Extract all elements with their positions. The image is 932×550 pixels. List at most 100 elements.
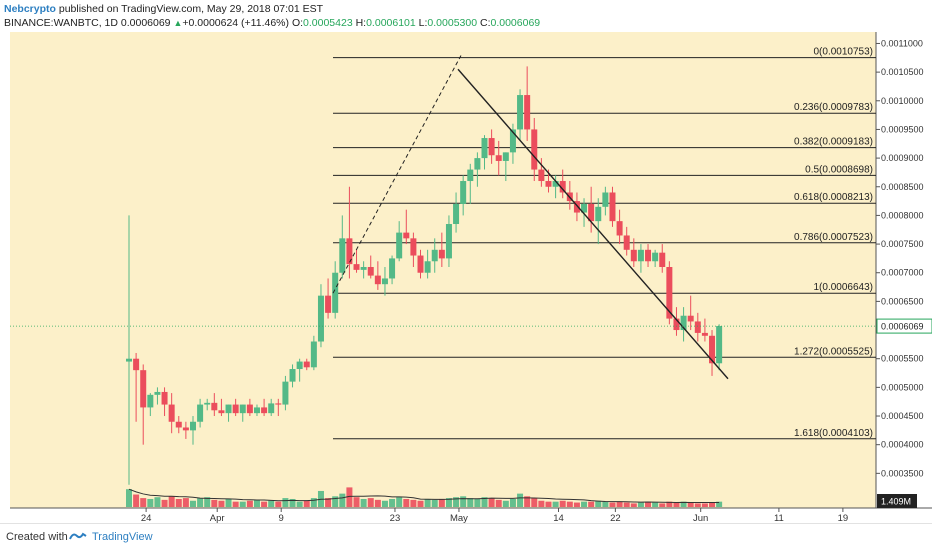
candle-body [197,404,204,422]
price-chart[interactable]: 0.0011000 0.0010500 0.0010000 0.0009500 0.00… [0,0,932,524]
candle-body [573,201,580,213]
candle-body [581,203,588,213]
y-tick-label: 0.0008000 [881,210,924,220]
low-label: L: [418,17,428,29]
price-axis-background [876,32,932,508]
volume-ma-line [128,488,720,504]
candle-body [396,232,403,259]
candle-body [524,95,531,130]
candle-body [687,315,694,322]
volume-bar [296,501,303,507]
volume-bar [232,501,239,507]
x-tick-label: 19 [838,513,849,524]
x-tick-label: 22 [610,513,621,524]
candle-body [218,410,225,414]
high-label: H: [355,17,367,29]
volume-bar [133,494,140,507]
volume-bar [147,498,154,507]
candle-body [637,249,644,262]
volume-bar [275,501,282,507]
volume-bar [517,493,524,507]
candle-body [467,169,474,182]
close-label: C: [479,17,491,29]
volume-bar [701,503,708,507]
x-tick-label: 14 [553,513,564,524]
volume-bar [438,498,445,507]
change-arrow-icon: ▲ [173,18,183,28]
volume-bar [197,498,204,507]
x-tick-label: 11 [774,513,784,524]
volume-bar [716,501,723,507]
last-price: 0.0006069 [120,17,171,29]
volume-bar [218,500,225,507]
volume-bar [289,498,296,507]
candle-body [381,278,388,285]
author-link[interactable]: Nebcrypto [4,3,56,15]
volume-bar [389,498,396,507]
volume-bar [588,501,595,507]
candle-body [488,138,495,156]
candle-body [225,404,232,414]
candle-body [694,321,701,333]
volume-bar [424,498,431,507]
candle-body [481,138,488,159]
candle-body [502,152,509,161]
y-tick-label: 0.0011000 [881,38,923,48]
volume-bar [623,502,630,507]
volume-bar [460,496,467,507]
volume-bar [175,498,182,507]
created-with-label: Created with [6,531,68,543]
candle-body [275,403,282,405]
candle-body [602,192,609,207]
volume-bar [616,501,623,507]
low-value: 0.0005300 [427,17,478,29]
volume-bar [225,498,232,507]
candle-body [360,267,367,270]
candle-body [161,391,168,405]
candle-body [609,192,616,222]
volume-bar [367,498,374,507]
candle-body [154,391,161,395]
candle-body [282,381,289,405]
volume-bar [396,497,403,507]
volume-bar [445,498,452,507]
volume-bar [253,499,260,507]
change-value: +0.0000624 (+11.46%) [182,17,290,29]
volume-bar [161,499,168,507]
volume-bar [239,501,246,507]
volume-bar [687,502,694,507]
candle-body [325,295,332,313]
volume-bar [488,498,495,507]
candle-body [168,404,175,422]
candle-body [424,261,431,273]
volume-bar [545,501,552,507]
fib-level-label: 0.236(0.0009783) [794,102,873,113]
volume-bar [659,503,666,507]
tradingview-brand-link[interactable]: TradingView [92,531,153,543]
ohlc-line: BINANCE:WANBTC, 1D 0.0006069 ▲+0.0000624… [4,16,928,30]
candle-body [701,332,708,336]
candle-body [474,158,481,170]
volume-bar [410,499,417,507]
candle-body [389,258,396,279]
volume-bar [666,501,673,507]
close-value: 0.0006069 [490,17,541,29]
volume-bar [645,501,652,507]
candle-body [140,370,147,408]
fib-level-label: 1(0.0006643) [814,282,874,293]
candle-body [666,267,673,319]
fib-level-label: 0.786(0.0007523) [794,232,873,243]
volume-bar [531,498,538,507]
publish-info: published on TradingView.com, May 29, 20… [55,3,324,15]
candle-body [239,404,246,414]
plot-background [10,32,876,508]
volume-bar [481,497,488,507]
symbol-interval[interactable]: BINANCE:WANBTC, 1D [4,17,118,29]
candle-body [445,224,452,259]
candle-body [630,249,637,262]
candle-body [673,318,680,331]
volume-bar [360,498,367,507]
volume-bar [581,501,588,507]
tradingview-logo-icon [69,532,87,540]
volume-bar [652,502,659,507]
